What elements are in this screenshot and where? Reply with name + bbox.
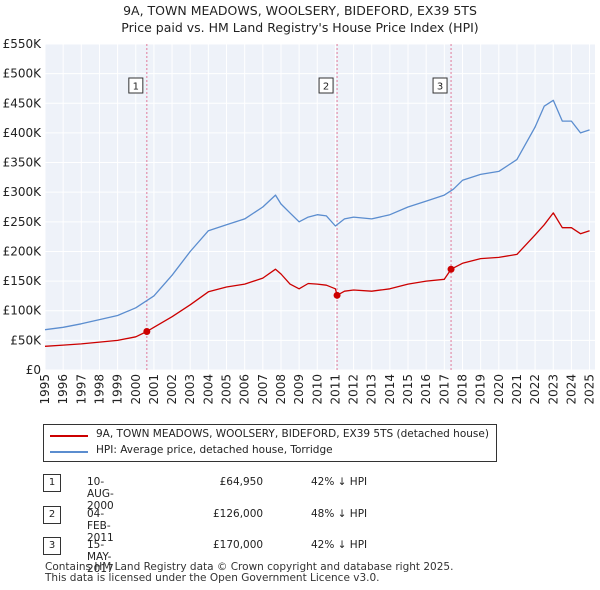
legend-label-hpi: HPI: Average price, detached house, Torr… (96, 444, 333, 456)
annotation-label: 3 (437, 82, 443, 93)
price-chart: 1 2 3 £0 £50K £100K £150K £200K £250K £300K £350K… (3, 37, 597, 405)
transaction-number: 3 (43, 537, 61, 555)
transaction-hpi: 42% ↓ HPI (311, 539, 368, 551)
transaction-price: £126,000 (213, 508, 264, 520)
x-tick-label: 2015 (401, 374, 415, 405)
transaction-number: 2 (43, 506, 61, 524)
transaction-price: £170,000 (213, 539, 264, 551)
y-tick-label: £400K (3, 126, 43, 140)
x-tick-label: 2022 (528, 374, 542, 405)
x-tick-label: 2004 (201, 374, 215, 405)
x-tick-label: 1999 (111, 374, 125, 405)
x-tick-label: 2024 (564, 374, 578, 405)
y-tick-label: £200K (3, 244, 43, 258)
x-tick-label: 2006 (238, 374, 252, 405)
y-tick-label: £450K (3, 96, 43, 110)
chart-legend: 9A, TOWN MEADOWS, WOOLSERY, BIDEFORD, EX… (43, 424, 497, 462)
x-tick-label: 2008 (274, 374, 288, 405)
y-tick-label: £0 (26, 363, 41, 377)
transaction-hpi: 48% ↓ HPI (311, 508, 368, 520)
hpi-series-line (44, 99, 590, 331)
sale-point (333, 291, 341, 299)
transaction-date: 15-MAY-2017 (87, 539, 114, 575)
chart-title: 9A, TOWN MEADOWS, WOOLSERY, BIDEFORD, EX… (123, 3, 477, 18)
x-tick-label: 2018 (455, 374, 469, 405)
transaction-hpi: 42% ↓ HPI (311, 476, 368, 488)
transaction-number: 1 (43, 474, 61, 492)
y-tick-label: £50K (10, 333, 42, 347)
y-tick-label: £500K (3, 67, 43, 81)
footer-licence: This data is licensed under the Open Gov… (45, 572, 380, 584)
x-tick-label: 2025 (583, 374, 597, 405)
x-tick-label: 2010 (310, 374, 324, 405)
x-tick-label: 2021 (510, 374, 524, 405)
x-tick-label: 2020 (492, 374, 506, 405)
transaction-date: 10-AUG-2000 (87, 476, 114, 512)
x-tick-label: 2012 (347, 374, 361, 405)
x-tick-label: 2023 (546, 374, 560, 405)
chart-subtitle: Price paid vs. HM Land Registry's House … (121, 20, 479, 35)
y-tick-label: £350K (3, 156, 43, 170)
x-tick-label: 2019 (474, 374, 488, 405)
x-tick-label: 2000 (129, 374, 143, 405)
sale-point (447, 265, 455, 273)
x-tick-label: 2002 (165, 374, 179, 405)
x-tick-label: 2013 (365, 374, 379, 405)
legend-label-property: 9A, TOWN MEADOWS, WOOLSERY, BIDEFORD, EX… (96, 428, 489, 440)
plot-area (45, 44, 595, 370)
y-tick-label: £300K (3, 185, 43, 199)
sale-point (143, 328, 151, 336)
x-tick-label: 2009 (292, 374, 306, 405)
property-series-line (44, 212, 590, 347)
x-tick-label: 1996 (56, 374, 70, 405)
x-tick-label: 2016 (419, 374, 433, 405)
transaction-date: 04-FEB-2011 (87, 508, 114, 544)
annotation-box (432, 77, 448, 94)
x-tick-label: 2017 (437, 374, 451, 405)
footer-copyright: Contains HM Land Registry data © Crown c… (45, 561, 454, 573)
legend-swatch-property (50, 435, 88, 437)
transaction-price: £64,950 (219, 476, 263, 488)
annotation-label: 1 (133, 82, 139, 93)
x-tick-label: 2014 (383, 374, 397, 405)
y-tick-label: £150K (3, 274, 43, 288)
x-tick-label: 2007 (256, 374, 270, 405)
x-tick-label: 2003 (183, 374, 197, 405)
annotation-box (128, 77, 144, 94)
x-tick-label: 1995 (38, 374, 52, 405)
x-tick-label: 2001 (147, 374, 161, 405)
legend-swatch-hpi (50, 451, 88, 453)
y-tick-label: £250K (3, 215, 43, 229)
x-tick-label: 2005 (220, 374, 234, 405)
x-tick-label: 1998 (92, 374, 106, 405)
x-tick-label: 2011 (328, 374, 342, 405)
annotation-box (318, 77, 334, 94)
y-tick-label: £100K (3, 304, 43, 318)
annotation-label: 2 (323, 82, 329, 93)
x-tick-label: 1997 (74, 374, 88, 405)
y-tick-label: £550K (3, 37, 43, 51)
